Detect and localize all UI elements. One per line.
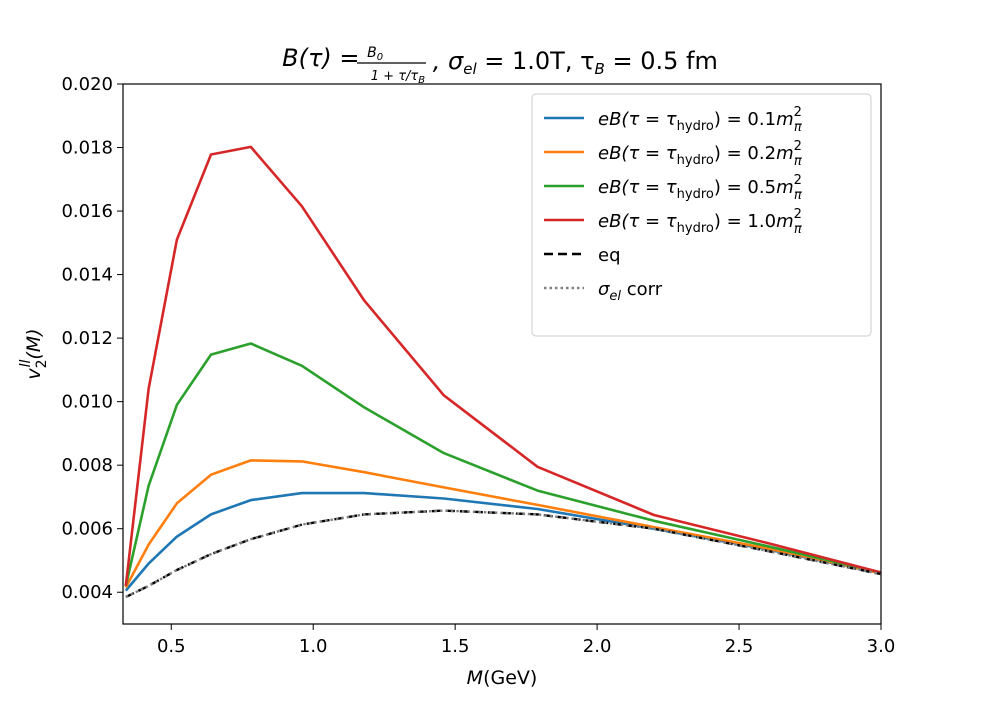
legend-label-0: eB(τ = τhydro) = 0.1m2 π <box>598 105 802 135</box>
x-axis-label: M(GeV) <box>467 667 538 689</box>
y-tick-label: 0.012 <box>61 328 113 349</box>
plot-frame <box>122 83 882 625</box>
series-line-3 <box>124 145 882 587</box>
legend-label-3: eB(τ = τhydro) = 1.0m2 π <box>598 207 802 237</box>
x-tick-label: 0.5 <box>157 636 186 657</box>
series-line-1 <box>124 459 882 589</box>
y-tick-label: 0.010 <box>61 392 113 413</box>
series-line-4 <box>125 509 882 599</box>
legend-label-4: eq <box>598 245 621 266</box>
y-axis: 0.004 0.006 0.008 0.010 0.012 0.014 0.016 0.018… <box>61 74 123 603</box>
x-tick-label: 1.5 <box>441 636 470 657</box>
x-tick-label: 2.5 <box>725 636 754 657</box>
y-axis-label: v2ll(M) <box>18 328 50 379</box>
legend-frame <box>531 93 872 337</box>
legend-label-1: eB(τ = τhydro) = 0.2m2 π <box>598 139 802 169</box>
y-tick-label: 0.008 <box>61 455 113 476</box>
legend: eB(τ = τhydro) = 0.1m2 π eB(τ = τhydro) = … <box>531 93 872 337</box>
y-tick-label: 0.004 <box>61 582 113 603</box>
y-tick-label: 0.020 <box>61 74 113 95</box>
y-tick-label: 0.016 <box>61 201 113 222</box>
x-tick-label: 2.0 <box>583 636 612 657</box>
y-tick-label: 0.014 <box>61 265 113 286</box>
series-layer <box>124 145 882 599</box>
y-tick-label: 0.006 <box>61 519 113 540</box>
legend-label-2: eB(τ = τhydro) = 0.5m2 π <box>598 173 802 203</box>
x-tick-label: 1.0 <box>299 636 328 657</box>
y-tick-label: 0.018 <box>61 138 113 159</box>
series-line-2 <box>124 342 882 587</box>
legend-label-5: σel corr <box>598 279 663 304</box>
x-tick-label: 3.0 <box>867 636 896 657</box>
x-axis: 0.5 1.0 1.5 2.0 2.5 3.0 <box>157 624 895 657</box>
chart-title: B(τ) = B0 1 + τ/τB , σel = 1.0T, τB = 0.… <box>282 38 718 89</box>
